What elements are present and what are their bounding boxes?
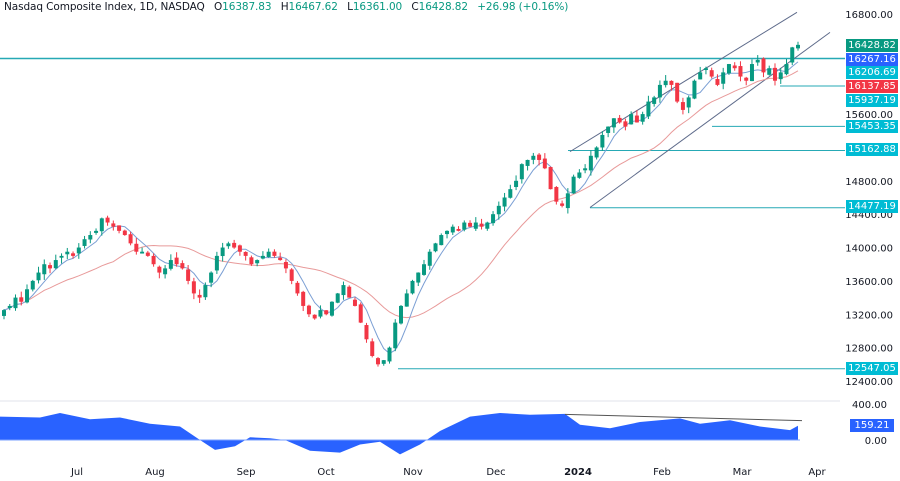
time-tick-label: Jul (70, 467, 84, 478)
price-tick-label: 14000.00 (845, 244, 893, 255)
channel-line[interactable] (589, 31, 831, 208)
price-tag: 12547.05 (846, 362, 898, 375)
channel-line[interactable] (569, 11, 798, 153)
fast-moving-average (3, 61, 799, 355)
time-tick-label: 2024 (564, 467, 592, 478)
price-tick-label: 14800.00 (845, 177, 893, 188)
chart-legend: Nasdaq Composite Index, 1D, NASDAQ O1638… (4, 1, 568, 13)
horizontal-levels (0, 57, 845, 370)
price-tag: 15937.19 (846, 94, 898, 107)
time-tick-label: Feb (653, 467, 671, 478)
price-tick-label: 12400.00 (845, 377, 893, 388)
time-tick-label: Oct (317, 467, 335, 478)
price-tag: 16428.82 (846, 39, 898, 52)
close-value: 16428.82 (418, 1, 468, 13)
price-tag: 15453.35 (846, 120, 898, 133)
open-label: O (213, 1, 223, 13)
low-label: L (347, 1, 353, 13)
high-label: H (280, 1, 289, 13)
time-tick-label: Dec (486, 467, 506, 478)
oscillator-divergence-line (564, 413, 803, 422)
high-value: 16467.62 (288, 1, 338, 13)
price-axis[interactable]: 16800.00 15600.00 14800.00 14400.00 14000.00… (845, 10, 893, 388)
price-tag: 16267.16 (846, 53, 898, 66)
price-tick-label: 16800.00 (845, 10, 893, 21)
oscillator-value-tag: 159.21 (850, 419, 894, 432)
candlestick-series (2, 41, 800, 367)
slow-moving-average (3, 70, 799, 319)
oscillator-axis[interactable]: 400.00 0.00 (852, 400, 887, 447)
oscillator-area (0, 413, 798, 455)
price-tick-label: 13200.00 (845, 310, 893, 321)
price-tag: 14477.19 (846, 200, 898, 213)
time-tick-label: Apr (808, 467, 826, 478)
price-tick-label: 15600.00 (845, 110, 893, 121)
symbol-title: Nasdaq Composite Index, 1D, NASDAQ (4, 1, 205, 13)
time-tick-label: Nov (403, 467, 423, 478)
time-tick-label: Aug (145, 467, 165, 478)
price-tick-label: 13600.00 (845, 277, 893, 288)
price-tick-label: 12800.00 (845, 344, 893, 355)
time-tick-label: Mar (732, 467, 752, 478)
osc-tick-label: 0.00 (865, 436, 887, 447)
time-tick-label: Sep (236, 467, 256, 478)
change-value: +26.98 (+0.16%) (477, 1, 569, 13)
price-tag: 16137.85 (846, 80, 898, 93)
low-value: 16361.00 (352, 1, 403, 13)
close-label: C (411, 1, 419, 13)
price-tag: 15162.88 (846, 143, 898, 156)
price-tick-label: 14400.00 (845, 210, 893, 221)
price-tag: 16206.69 (846, 66, 898, 79)
osc-tick-label: 400.00 (852, 400, 887, 411)
open-value: 16387.83 (222, 1, 272, 13)
